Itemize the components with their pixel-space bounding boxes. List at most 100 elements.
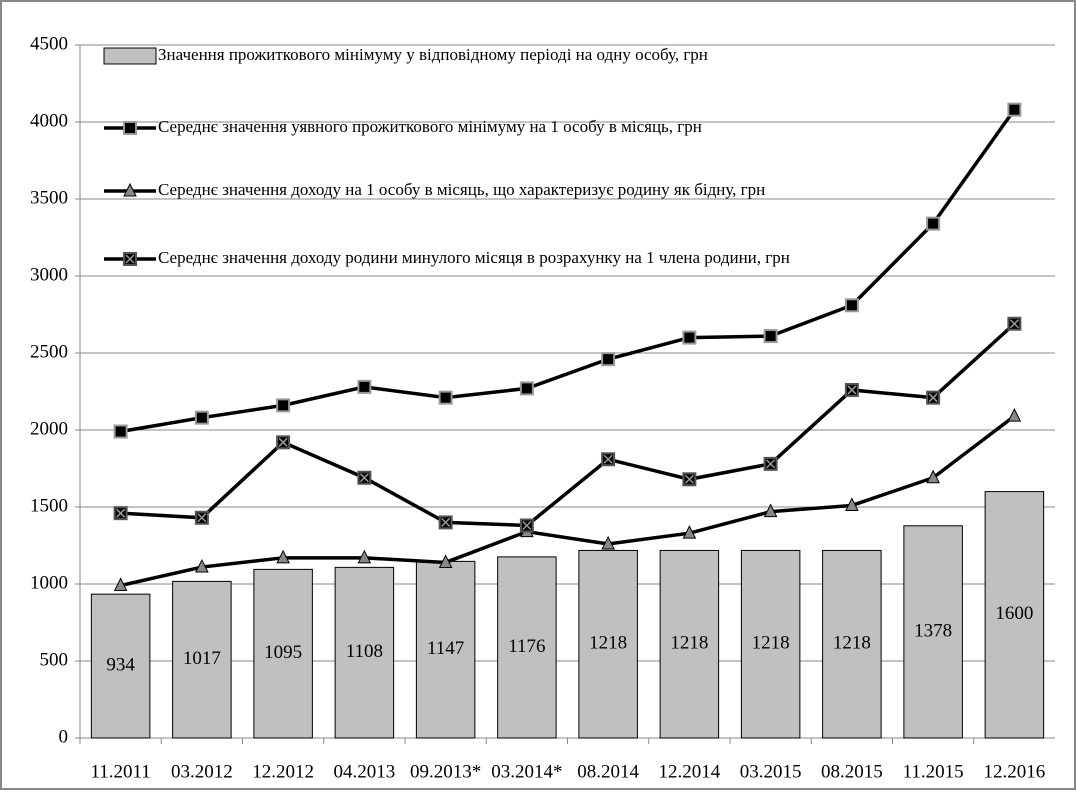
marker: [519, 381, 534, 396]
marker-box: [682, 330, 697, 345]
data-label: 1176: [508, 636, 545, 657]
legend-label: Середнє значення уявного прожиткового мі…: [158, 117, 702, 136]
marker: [438, 390, 453, 405]
marker-cross: [1009, 319, 1019, 329]
x-tick-label: 11.2015: [903, 761, 964, 782]
x-tick-label: 08.2014: [577, 761, 639, 782]
data-label: 1218: [833, 633, 871, 654]
legend-text-box: Середнє значення доходу родини минулого …: [158, 248, 790, 267]
bar: [253, 568, 313, 739]
x-tick-label: 09.2013*: [410, 761, 481, 782]
legend-label: Середнє значення доходу родини минулого …: [158, 248, 790, 267]
x-tick-label: 03.2012: [171, 761, 233, 782]
data-label: 1218: [589, 633, 627, 654]
marker-box: [194, 410, 209, 425]
marker-cross: [125, 254, 135, 264]
marker: [276, 435, 291, 450]
y-tick-label: 3500: [30, 187, 68, 208]
bar: [497, 556, 557, 739]
legend-item: Значення прожиткового мінімуму у відпові…: [103, 45, 708, 65]
legend-label: Значення прожиткового мінімуму у відпові…: [158, 45, 708, 64]
marker-cross: [116, 508, 126, 518]
marker: [682, 330, 697, 345]
data-label: 1108: [346, 641, 383, 662]
legend-text-box: Середнє значення уявного прожиткового мі…: [158, 117, 702, 136]
y-tick-label: 3000: [30, 264, 68, 285]
bar: [90, 593, 151, 739]
data-label: 934: [106, 654, 135, 675]
data-label: 1147: [427, 638, 464, 659]
marker-cross: [684, 474, 694, 484]
x-tick-label: 04.2013: [334, 761, 396, 782]
marker-box: [519, 381, 534, 396]
x-tick-label: 12.2016: [984, 761, 1046, 782]
data-label: 1218: [670, 633, 708, 654]
marker: [123, 121, 137, 135]
marker: [682, 472, 697, 487]
marker-box: [276, 398, 291, 413]
marker-cross: [928, 393, 938, 403]
marker-cross: [278, 437, 288, 447]
marker: [438, 515, 453, 530]
marker-box: [926, 216, 941, 231]
marker: [926, 216, 941, 231]
bar: [578, 549, 638, 739]
marker-cross: [522, 520, 532, 531]
marker: [519, 518, 534, 533]
marker: [123, 252, 137, 266]
y-tick-label: 1000: [30, 572, 68, 593]
marker: [601, 352, 616, 367]
bar: [740, 549, 801, 739]
marker: [763, 503, 778, 518]
y-tick-label: 2000: [30, 418, 68, 439]
marker-box: [113, 424, 128, 439]
bar: [334, 566, 395, 739]
marker: [926, 390, 941, 405]
y-tick-label: 500: [40, 649, 69, 670]
legend-item: Середнє значення доходу на 1 особу в міс…: [104, 180, 765, 199]
x-tick-label: 08.2015: [821, 761, 883, 782]
marker-cross: [766, 459, 776, 469]
marker: [763, 456, 778, 471]
marker: [357, 470, 372, 485]
data-label: 1095: [264, 642, 302, 663]
data-label: 1017: [183, 648, 221, 669]
bar: [659, 549, 720, 739]
marker-box: [844, 298, 859, 313]
marker: [113, 577, 128, 592]
marker: [357, 379, 372, 394]
marker-cross: [847, 385, 857, 395]
data-label: 1218: [752, 633, 790, 654]
y-tick-label: 2500: [30, 341, 68, 362]
marker: [845, 497, 859, 511]
marker-cross: [359, 473, 369, 483]
legend-item: Середнє значення уявного прожиткового мі…: [104, 117, 702, 136]
bar: [415, 560, 476, 739]
bar: [172, 580, 232, 739]
marker-cross: [603, 454, 613, 464]
bar: [984, 491, 1045, 739]
bar: [903, 525, 963, 739]
x-tick-label: 12.2014: [659, 761, 721, 782]
marker-box: [763, 329, 778, 344]
data-label: 1378: [914, 620, 952, 641]
marker: [1007, 408, 1022, 422]
marker-box: [357, 379, 372, 394]
marker: [113, 506, 128, 521]
marker: [276, 549, 290, 564]
bar: [822, 549, 882, 739]
line: [120, 322, 1016, 528]
marker-box: [1007, 102, 1022, 117]
legend-swatch: [103, 47, 157, 65]
y-tick-label: 0: [59, 726, 69, 747]
marker: [1007, 316, 1022, 331]
marker: [601, 535, 615, 550]
y-tick-label: 1500: [30, 495, 68, 516]
line: [120, 414, 1016, 588]
marker-cross: [441, 517, 451, 527]
marker-box: [123, 121, 137, 135]
x-tick-label: 11.2011: [90, 761, 150, 782]
x-tick-label: 03.2014*: [491, 761, 562, 782]
